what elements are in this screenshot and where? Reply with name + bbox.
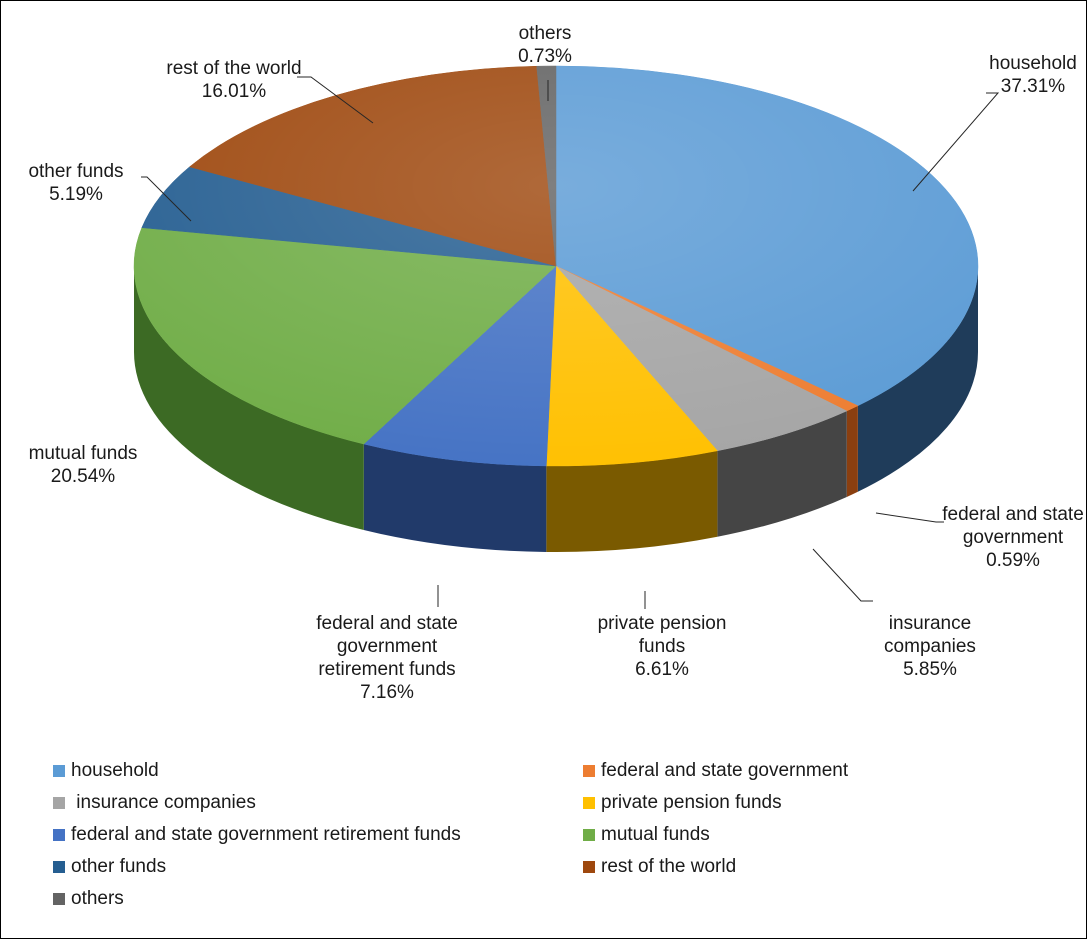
- leader-line: [912, 92, 1000, 192]
- slice-side-0: [857, 266, 978, 492]
- slice-side-3: [546, 450, 718, 552]
- data-label: mutual funds 20.54%: [29, 443, 138, 487]
- legend-swatch: [53, 797, 65, 809]
- legend-item: mutual funds: [583, 823, 710, 847]
- legend-swatch: [53, 861, 65, 873]
- data-label: other funds 5.19%: [28, 161, 123, 205]
- data-label: federal and state government retirement fu…: [316, 613, 458, 703]
- legend-label: private pension funds: [601, 792, 782, 813]
- leader-line: [875, 512, 944, 523]
- legend-label: other funds: [71, 856, 167, 877]
- data-label-value: 5.19%: [49, 184, 103, 205]
- legend-item: insurance companies: [53, 791, 256, 815]
- data-label-value: 5.85%: [903, 659, 957, 680]
- leader-line: [812, 548, 873, 602]
- data-label: rest of the world 16.01%: [166, 58, 301, 102]
- leader-line: [141, 176, 192, 222]
- data-label: others 0.73%: [518, 23, 572, 67]
- legend-label: insurance companies: [71, 792, 256, 813]
- legend-item: household: [53, 759, 159, 783]
- slice-side-1: [846, 405, 858, 497]
- data-label: private pension funds 6.61%: [598, 613, 727, 680]
- legend-item: federal and state government retirement …: [53, 823, 461, 847]
- legend-item: rest of the world: [583, 855, 736, 879]
- pie-top-sheen: [134, 66, 978, 466]
- legend-label: mutual funds: [601, 824, 710, 845]
- data-label-value: 7.16%: [360, 682, 414, 703]
- legend-label: rest of the world: [601, 856, 737, 877]
- legend-swatch: [583, 829, 595, 841]
- legend-swatch: [53, 893, 65, 905]
- data-label: federal and state government 0.59%: [942, 504, 1084, 571]
- legend-swatch: [53, 765, 65, 777]
- legend-label: federal and state government retirement …: [71, 824, 461, 845]
- data-label-value: 6.61%: [635, 659, 689, 680]
- legend-label: household: [71, 760, 159, 781]
- legend-item: private pension funds: [583, 791, 782, 815]
- legend-swatch: [583, 861, 595, 873]
- data-label-value: 0.59%: [986, 550, 1040, 571]
- legend-label: others: [71, 888, 124, 909]
- leader-line: [297, 76, 374, 124]
- data-label: insurance companies 5.85%: [884, 613, 976, 680]
- slice-side-2: [717, 410, 847, 537]
- legend-item: federal and state government: [583, 759, 848, 783]
- legend-swatch: [583, 797, 595, 809]
- slice-side-5: [134, 266, 364, 531]
- legend-item: others: [53, 887, 124, 911]
- data-label-value: 20.54%: [51, 466, 116, 487]
- data-label-value: 37.31%: [1001, 76, 1066, 97]
- slice-side-4: [363, 444, 547, 552]
- data-label-value: 16.01%: [202, 81, 267, 102]
- pie-chart: household 37.31% federal and state governme…: [28, 23, 1084, 703]
- legend-item: other funds: [53, 855, 166, 879]
- legend-swatch: [583, 765, 595, 777]
- legend-label: federal and state government: [601, 760, 849, 781]
- data-label: household 37.31%: [989, 53, 1077, 97]
- legend-swatch: [53, 829, 65, 841]
- data-label-value: 0.73%: [518, 46, 572, 67]
